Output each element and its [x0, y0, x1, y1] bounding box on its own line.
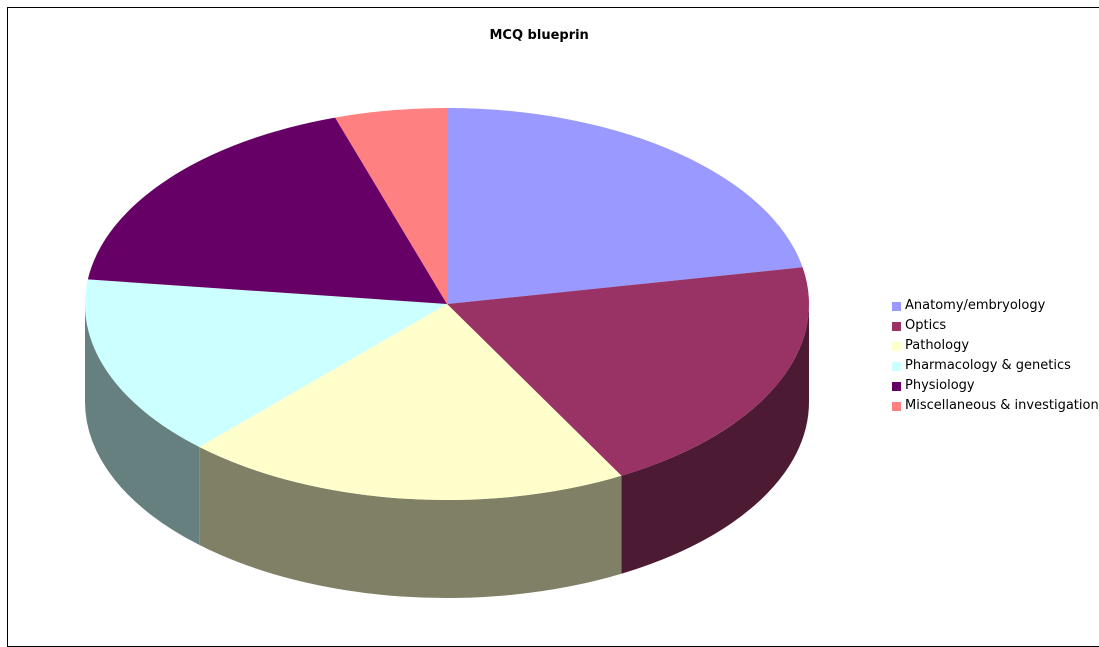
legend-swatch: [892, 341, 901, 351]
pie-slice: [87, 117, 447, 304]
legend-label: Pathology: [905, 338, 970, 353]
legend-swatch: [892, 401, 901, 411]
legend-label: Anatomy/embryology: [905, 298, 1046, 313]
legend-item: Pathology: [892, 336, 1099, 356]
pie-slice: [85, 279, 448, 447]
pie-slice: [447, 108, 803, 304]
legend-swatch: [892, 361, 901, 371]
legend: Anatomy/embryology Optics Pathology Pharmac…: [892, 296, 1099, 416]
pie-side-walls: [85, 304, 809, 598]
chart-title-text: MCQ blueprin: [489, 28, 589, 43]
legend-label: Miscellaneous & investigation: [905, 398, 1099, 413]
legend-item: Optics: [892, 316, 1099, 336]
pie-top-faces: [85, 108, 809, 500]
legend-item: Physiology: [892, 376, 1099, 396]
legend-item: Miscellaneous & investigation: [892, 396, 1099, 416]
chart-title: MCQ blueprin: [0, 28, 1099, 43]
pie-slice: [199, 304, 622, 500]
legend-label: Optics: [905, 318, 947, 333]
pie-slice: [335, 108, 447, 304]
legend-item: Pharmacology & genetics: [892, 356, 1099, 376]
legend-label: Pharmacology & genetics: [905, 358, 1071, 373]
pie-slice-side: [85, 304, 200, 545]
pie-slice-side: [621, 304, 809, 574]
pie-slice: [447, 267, 809, 476]
legend-swatch: [892, 381, 901, 391]
pie-slice-side: [199, 446, 622, 598]
legend-label: Physiology: [905, 378, 975, 393]
legend-swatch: [892, 321, 901, 331]
legend-swatch: [892, 301, 901, 311]
legend-item: Anatomy/embryology: [892, 296, 1099, 316]
